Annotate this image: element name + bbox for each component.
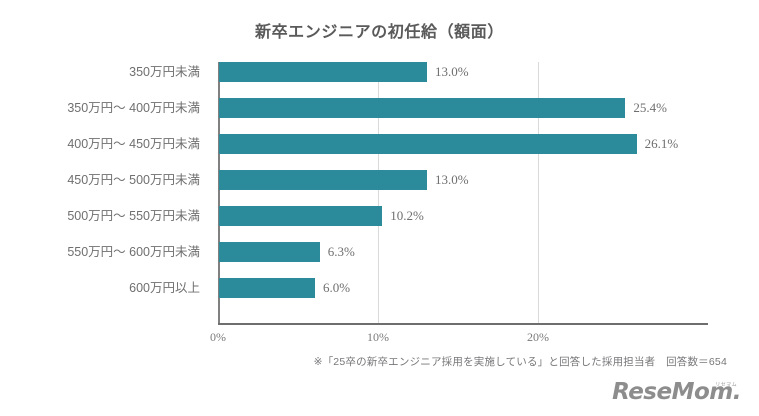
bar-value-label: 13.0% xyxy=(435,172,469,187)
page-title: 新卒エンジニアの初任給（額面） xyxy=(254,24,504,41)
bar[interactable] xyxy=(219,134,637,154)
chart-plot-area: 13.0% 25.4% 26.1% 13.0% 10.2% 6.3% 6.0% xyxy=(218,62,708,325)
y-axis-label: 500万円〜 550万円未満 xyxy=(67,209,200,223)
y-axis-label: 450万円〜 500万円未満 xyxy=(67,173,200,187)
gridline-20-percent xyxy=(538,62,539,323)
logo-wordmark-text: ReseMom. xyxy=(612,379,741,405)
bar-value-label: 25.4% xyxy=(633,100,667,115)
x-axis-labels: 0% 10% 20% xyxy=(210,330,718,348)
chart-footnote: ※「25卒の新卒エンジニア採用を実施している」と回答した採用担当者 回答数＝65… xyxy=(313,356,727,368)
x-axis-tick-label: 0% xyxy=(210,330,226,344)
bar[interactable] xyxy=(219,206,383,226)
y-axis-label: 600万円以上 xyxy=(129,281,200,295)
bar-value-label: 26.1% xyxy=(644,136,679,151)
bar[interactable] xyxy=(219,170,427,190)
logo-ruby-text: リセマム xyxy=(715,382,737,388)
y-axis-label: 550万円〜 600万円未満 xyxy=(67,245,200,259)
bar-value-label: 10.2% xyxy=(390,208,424,223)
y-axis-label: 350万円〜 400万円未満 xyxy=(67,101,200,115)
bar-value-label: 6.3% xyxy=(327,244,355,259)
logo-wordmark: ReseMom. リセマム xyxy=(612,381,741,404)
bar[interactable] xyxy=(219,62,427,82)
gridline-10-percent xyxy=(378,62,379,323)
bar-value-label: 6.0% xyxy=(323,280,351,295)
y-axis-label: 400万円〜 450万円未満 xyxy=(67,137,200,151)
y-axis-line xyxy=(218,62,220,325)
y-axis-label: 350万円未満 xyxy=(129,65,200,79)
resemom-logo: ReseMom. リセマム xyxy=(612,378,741,404)
x-axis-tick-label: 20% xyxy=(527,330,549,344)
bar[interactable] xyxy=(219,278,315,298)
x-axis-tick-label: 10% xyxy=(367,330,389,344)
y-axis-labels: 350万円未満 350万円〜 400万円未満 400万円〜 450万円未満 45… xyxy=(0,62,208,325)
bar-value-label: 13.0% xyxy=(435,64,469,79)
bar[interactable] xyxy=(219,98,626,118)
bar[interactable] xyxy=(219,242,320,262)
x-axis-line xyxy=(218,323,708,325)
